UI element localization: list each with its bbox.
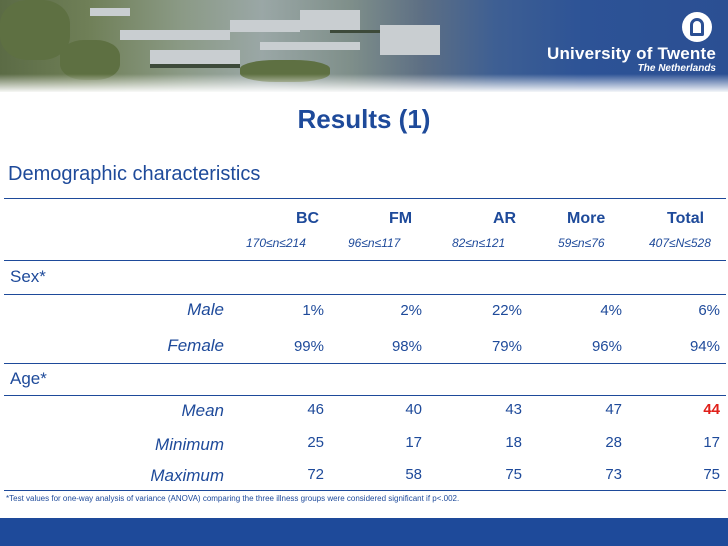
section-age: Age*	[10, 369, 47, 388]
row-label-mean: Mean	[181, 401, 224, 420]
col-header-bc: BC	[296, 210, 320, 227]
col-header-more: More	[567, 210, 606, 227]
row-label-minimum: Minimum	[155, 435, 224, 454]
table-rule-header	[4, 260, 726, 261]
minimum-more: 28	[605, 434, 622, 451]
footer-bar	[0, 518, 728, 546]
minimum-bc: 25	[307, 434, 324, 451]
male-more: 4%	[600, 302, 622, 319]
female-ar: 79%	[491, 338, 522, 355]
mean-fm: 40	[405, 401, 422, 418]
col-range-ar: 82≤n≤121	[452, 236, 506, 250]
minimum-fm: 17	[405, 434, 422, 451]
male-total: 6%	[698, 302, 720, 319]
section-sex: Sex*	[10, 267, 46, 286]
male-bc: 1%	[302, 302, 324, 319]
slide-title: Results (1)	[297, 104, 431, 134]
col-range-fm: 96≤n≤117	[348, 236, 401, 250]
table-rule-age	[4, 395, 726, 396]
col-header-total: Total	[667, 210, 705, 227]
logo-subtitle: The Netherlands	[637, 63, 716, 74]
col-range-bc: 170≤n≤214	[246, 236, 306, 250]
logo-name: University of Twente	[547, 44, 716, 63]
header-banner: University of Twente The Netherlands	[0, 0, 728, 92]
col-range-total: 407≤N≤528	[649, 236, 711, 250]
female-bc: 99%	[293, 338, 324, 355]
maximum-fm: 58	[405, 466, 422, 483]
col-header-ar: AR	[493, 210, 517, 227]
col-header-fm: FM	[389, 210, 413, 227]
footnote: *Test values for one-way analysis of var…	[6, 494, 460, 503]
mean-total: 44	[703, 401, 720, 418]
row-label-male: Male	[187, 300, 224, 319]
minimum-ar: 18	[505, 434, 522, 451]
row-label-maximum: Maximum	[150, 466, 224, 485]
maximum-more: 73	[605, 466, 622, 483]
table-rule-female	[4, 363, 726, 364]
female-fm: 98%	[391, 338, 422, 355]
mean-bc: 46	[307, 401, 324, 418]
table-rule-sex	[4, 294, 726, 295]
female-total: 94%	[689, 338, 720, 355]
slide-subtitle: Demographic characteristics	[8, 163, 261, 185]
male-ar: 22%	[491, 302, 522, 319]
table-rule-top	[4, 198, 726, 199]
maximum-bc: 72	[307, 466, 324, 483]
row-label-female: Female	[167, 336, 224, 355]
mean-more: 47	[605, 401, 622, 418]
col-range-more: 59≤n≤76	[558, 236, 605, 250]
ut-shield-icon	[682, 12, 712, 42]
minimum-total: 17	[703, 434, 720, 451]
maximum-ar: 75	[505, 466, 522, 483]
mean-ar: 43	[505, 401, 522, 418]
female-more: 96%	[591, 338, 622, 355]
male-fm: 2%	[400, 302, 422, 319]
table-rule-bottom	[4, 490, 726, 491]
maximum-total: 75	[703, 466, 720, 483]
